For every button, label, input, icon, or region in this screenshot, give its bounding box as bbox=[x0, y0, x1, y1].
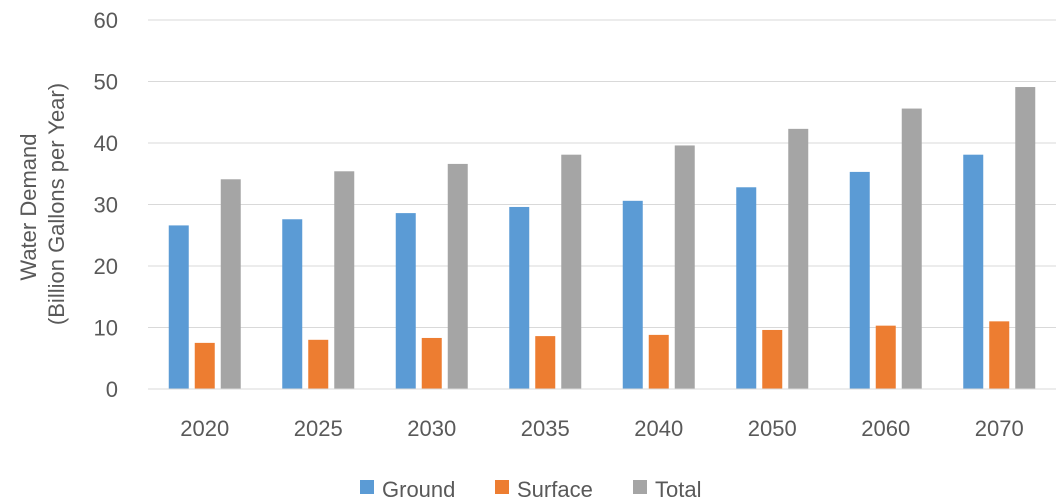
bar-total-2050 bbox=[788, 128, 809, 390]
x-tick-label: 2040 bbox=[634, 416, 683, 441]
legend: Ground Surface Total bbox=[360, 477, 701, 502]
x-tick-label: 2020 bbox=[180, 416, 229, 441]
bar-ground-2060 bbox=[849, 171, 870, 389]
bar-ground-2035 bbox=[509, 206, 530, 389]
x-tick-label: 2035 bbox=[521, 416, 570, 441]
bar-ground-2040 bbox=[622, 200, 643, 389]
x-tick-label: 2030 bbox=[407, 416, 456, 441]
bar-surface-2070 bbox=[989, 321, 1010, 389]
bar-surface-2020 bbox=[194, 342, 215, 389]
legend-item-ground: Ground bbox=[360, 477, 455, 502]
legend-item-total: Total bbox=[633, 477, 701, 502]
legend-item-surface: Surface bbox=[495, 477, 593, 502]
y-tick-label: 50 bbox=[94, 70, 118, 95]
y-axis-title: Water Demand (Billion Gallons per Year) bbox=[16, 83, 69, 325]
y-tick-label: 10 bbox=[94, 316, 118, 341]
bars bbox=[168, 87, 1036, 390]
legend-label: Surface bbox=[517, 477, 593, 502]
y-tick-label: 20 bbox=[94, 254, 118, 279]
y-tick-label: 0 bbox=[106, 377, 118, 402]
x-tick-label: 2025 bbox=[294, 416, 343, 441]
bar-ground-2020 bbox=[168, 225, 189, 389]
bar-surface-2040 bbox=[648, 334, 669, 389]
bar-total-2040 bbox=[674, 145, 695, 389]
x-tick-label: 2050 bbox=[748, 416, 797, 441]
bar-total-2020 bbox=[220, 179, 241, 389]
legend-swatch bbox=[633, 480, 647, 494]
legend-label: Ground bbox=[382, 477, 455, 502]
x-tick-label: 2070 bbox=[975, 416, 1024, 441]
bar-surface-2050 bbox=[762, 329, 783, 389]
legend-swatch bbox=[495, 480, 509, 494]
bar-total-2060 bbox=[901, 108, 922, 389]
y-axis-title-line2: (Billion Gallons per Year) bbox=[44, 83, 69, 325]
bar-surface-2035 bbox=[535, 336, 556, 389]
y-tick-label: 60 bbox=[94, 8, 118, 33]
bar-total-2035 bbox=[561, 154, 582, 389]
bar-ground-2050 bbox=[736, 187, 757, 389]
bar-ground-2070 bbox=[963, 154, 984, 389]
bar-surface-2030 bbox=[421, 337, 442, 389]
x-tick-label: 2060 bbox=[861, 416, 910, 441]
y-axis-ticks: 0 10 20 30 40 50 60 bbox=[94, 8, 118, 402]
bar-total-2070 bbox=[1015, 87, 1036, 389]
y-tick-label: 30 bbox=[94, 193, 118, 218]
bar-total-2030 bbox=[447, 163, 468, 389]
legend-swatch bbox=[360, 480, 374, 494]
y-tick-label: 40 bbox=[94, 131, 118, 156]
bar-surface-2060 bbox=[875, 325, 896, 389]
bar-total-2025 bbox=[334, 171, 355, 389]
x-axis-ticks: 2020 2025 2030 2035 2040 2050 2060 2070 bbox=[180, 416, 1023, 441]
bar-ground-2030 bbox=[395, 213, 416, 389]
legend-label: Total bbox=[655, 477, 701, 502]
y-axis-title-line1: Water Demand bbox=[16, 134, 41, 281]
bar-ground-2025 bbox=[282, 219, 303, 389]
bar-surface-2025 bbox=[308, 339, 329, 389]
